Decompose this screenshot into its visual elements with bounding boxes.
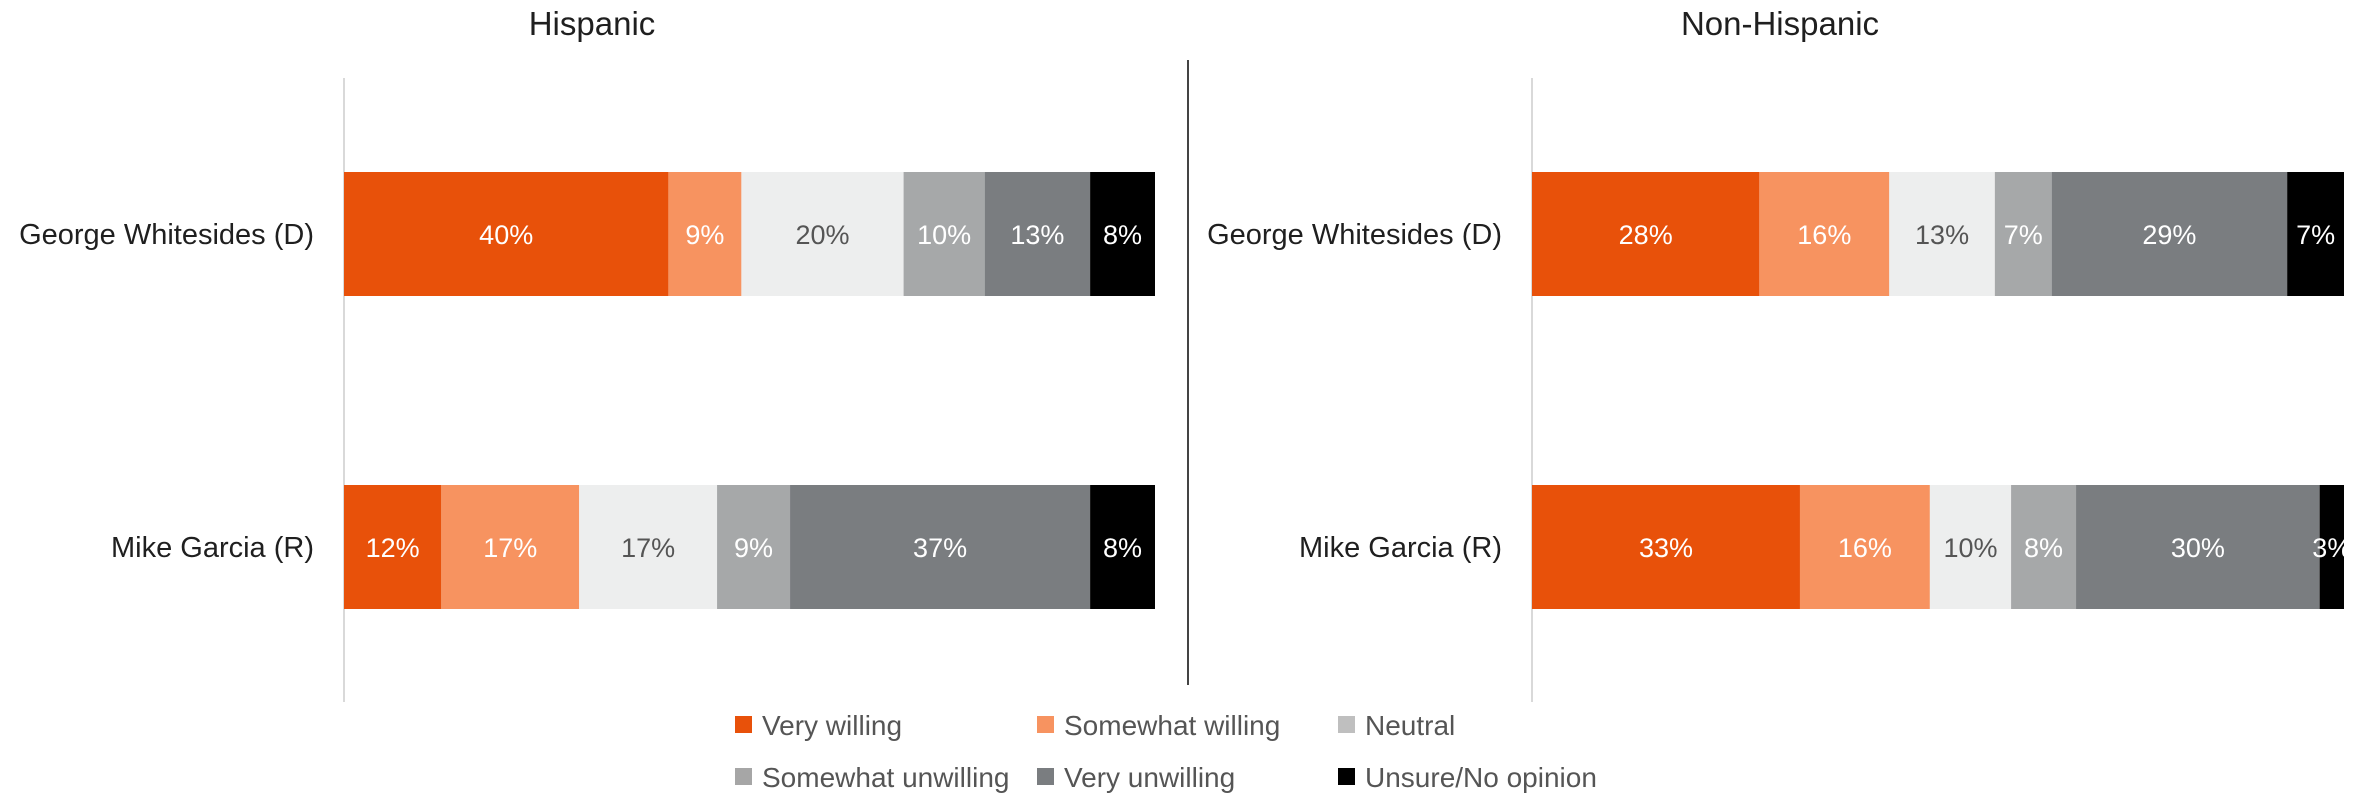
bar-segment-very-willing: [344, 485, 442, 609]
legend-label: Somewhat unwilling: [762, 762, 1009, 793]
category-label: Mike Garcia (R): [1299, 532, 1502, 564]
bar-segment-very-willing: [1532, 172, 1760, 296]
legend-label: Neutral: [1365, 710, 1455, 741]
data-label: 16%: [1838, 533, 1892, 563]
bar-segment-very-unwilling: [984, 172, 1091, 296]
bar-segment-unsure-no-opinion: [2287, 172, 2344, 296]
data-label: 3%: [2312, 533, 2351, 563]
bar-segment-unsure-no-opinion: [2319, 485, 2344, 609]
bar-segment-neutral: [741, 172, 904, 296]
bar-segment-somewhat-unwilling: [717, 485, 791, 609]
data-label: 30%: [2171, 533, 2225, 563]
category-label: George Whitesides (D): [19, 219, 314, 251]
panel-non-hispanic: Non-Hispanic George Whitesides (D) 28% 16% 1…: [1207, 5, 2351, 702]
bar-segment-neutral: [1889, 172, 1995, 296]
data-label: 29%: [2142, 220, 2196, 250]
bar-segment-somewhat-willing: [1799, 485, 1930, 609]
bar-segment-somewhat-willing: [1759, 172, 1890, 296]
legend-label: Unsure/No opinion: [1365, 762, 1597, 793]
legend-label: Somewhat willing: [1064, 710, 1280, 741]
legend-swatch: [735, 716, 752, 733]
bar-segment-neutral: [1929, 485, 2012, 609]
panel-title: Non-Hispanic: [1681, 5, 1879, 42]
data-label: 33%: [1639, 533, 1693, 563]
bar-segment-somewhat-unwilling: [2011, 485, 2077, 609]
data-label: 10%: [1943, 533, 1997, 563]
data-label: 40%: [479, 220, 533, 250]
panel-title: Hispanic: [529, 5, 656, 42]
legend-item-unsure-no-opinion: Unsure/No opinion: [1338, 762, 1597, 793]
legend-swatch: [1338, 768, 1355, 785]
legend-swatch: [1037, 716, 1054, 733]
legend-swatch: [1338, 716, 1355, 733]
data-label: 17%: [483, 533, 537, 563]
legend-item-somewhat-unwilling: Somewhat unwilling: [735, 762, 1009, 793]
bar-segment-somewhat-unwilling: [1994, 172, 2052, 296]
data-label: 13%: [1915, 220, 1969, 250]
category-label: Mike Garcia (R): [111, 532, 314, 564]
bar-segment-very-unwilling: [790, 485, 1091, 609]
legend-item-neutral: Neutral: [1338, 710, 1455, 741]
chart-panels: Hispanic George Whitesides (D) 40% 9% 20% 10%…: [19, 5, 2351, 702]
bar-segment-somewhat-willing: [668, 172, 742, 296]
bar-segment-somewhat-unwilling: [903, 172, 985, 296]
data-label: 9%: [734, 533, 773, 563]
data-label: 8%: [1103, 533, 1142, 563]
bar-segment-very-willing: [344, 172, 669, 296]
legend-label: Very willing: [762, 710, 902, 741]
legend: Very willing Somewhat willing Neutral Somew…: [735, 710, 1597, 793]
data-label: 10%: [917, 220, 971, 250]
bar-segment-very-unwilling: [2076, 485, 2320, 609]
data-label: 17%: [621, 533, 675, 563]
data-label: 9%: [685, 220, 724, 250]
legend-swatch: [1037, 768, 1054, 785]
legend-swatch: [735, 768, 752, 785]
legend-item-somewhat-willing: Somewhat willing: [1037, 710, 1280, 741]
bar-segment-very-willing: [1532, 485, 1800, 609]
data-label: 16%: [1797, 220, 1851, 250]
data-label: 13%: [1010, 220, 1064, 250]
bar-segment-unsure-no-opinion: [1090, 485, 1155, 609]
data-label: 20%: [795, 220, 849, 250]
data-label: 8%: [1103, 220, 1142, 250]
bar-segment-neutral: [579, 485, 718, 609]
category-label: George Whitesides (D): [1207, 219, 1502, 251]
bar-segment-somewhat-willing: [441, 485, 580, 609]
legend-label: Very unwilling: [1064, 762, 1235, 793]
data-label: 12%: [366, 533, 420, 563]
data-label: 7%: [2004, 220, 2043, 250]
data-label: 37%: [913, 533, 967, 563]
data-label: 7%: [2296, 220, 2335, 250]
panel-hispanic: Hispanic George Whitesides (D) 40% 9% 20% 10%…: [19, 5, 1155, 702]
bar-segment-very-unwilling: [2051, 172, 2288, 296]
data-label: 28%: [1619, 220, 1673, 250]
legend-item-very-unwilling: Very unwilling: [1037, 762, 1235, 793]
bar-segment-unsure-no-opinion: [1090, 172, 1155, 296]
legend-item-very-willing: Very willing: [735, 710, 902, 741]
data-label: 8%: [2024, 533, 2063, 563]
